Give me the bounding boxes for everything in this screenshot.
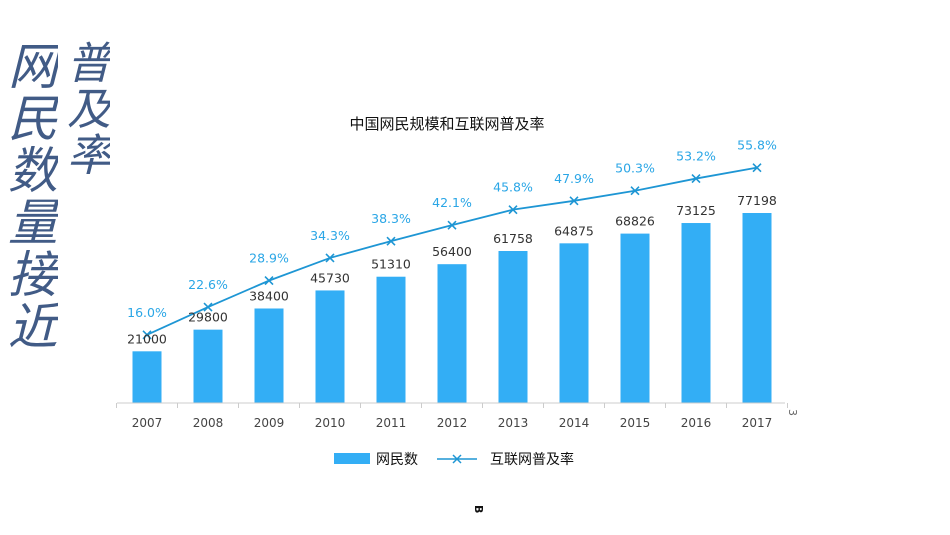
x-tick-label: 2013 <box>498 416 529 430</box>
line-marker <box>691 173 701 184</box>
line-marker <box>447 220 457 230</box>
bar-2014 <box>559 243 589 403</box>
bar-value-label: 77198 <box>737 193 777 208</box>
legend-label-bar: 网民数 <box>376 452 418 468</box>
bar-value-label: 29800 <box>188 310 228 325</box>
x-tick-label: 2008 <box>193 416 224 430</box>
x-tick-label: 2016 <box>681 416 712 430</box>
line-marker <box>325 253 335 263</box>
stray-mark-right: 3 <box>786 409 799 416</box>
stray-mark-bottom: B <box>472 505 485 513</box>
bar-2008 <box>193 329 223 403</box>
line-marker <box>203 302 213 312</box>
line-value-label: 16.0% <box>127 305 167 320</box>
line-marker <box>630 186 640 196</box>
bar-value-label: 73125 <box>676 203 716 218</box>
line-marker <box>752 163 762 173</box>
chart-title: 中国网民规模和互联网普及率 <box>349 115 544 133</box>
line-value-label: 47.9% <box>554 171 594 186</box>
bar-2013 <box>498 251 528 403</box>
overlay-text-1: 网民数量接近 <box>0 40 58 352</box>
line-value-label: 55.8% <box>737 138 777 153</box>
line-value-label: 28.9% <box>249 251 289 266</box>
x-tick-label: 2017 <box>742 416 773 430</box>
bar-2011 <box>376 276 406 403</box>
bar-value-label: 61758 <box>493 231 533 246</box>
x-tick-label: 2011 <box>376 416 407 430</box>
line-marker <box>508 205 518 215</box>
line-value-label: 42.1% <box>432 195 472 210</box>
line-value-label: 45.8% <box>493 180 533 195</box>
x-tick-label: 2012 <box>437 416 468 430</box>
x-tick-label: 2007 <box>132 416 163 430</box>
bar-2010 <box>315 290 345 403</box>
bar-value-label: 51310 <box>371 257 411 272</box>
x-tick-label: 2010 <box>315 416 346 430</box>
bar-2007 <box>132 351 162 403</box>
line-marker <box>142 330 152 340</box>
bar-2016 <box>681 223 711 403</box>
bar-value-label: 56400 <box>432 244 472 259</box>
legend-swatch-bar <box>334 453 370 464</box>
x-tick-label: 2015 <box>620 416 651 430</box>
bar-value-label: 64875 <box>554 223 594 238</box>
bar-2015 <box>620 233 650 403</box>
bar-2009 <box>254 308 284 403</box>
bar-value-label: 21000 <box>127 331 167 346</box>
line-marker <box>264 276 274 286</box>
bar-2017 <box>742 213 772 403</box>
line-value-label: 53.2% <box>676 149 716 164</box>
legend: 网民数 互联网普及率 <box>334 451 574 468</box>
bar-2012 <box>437 264 467 403</box>
line-value-label: 38.3% <box>371 211 411 226</box>
bar-value-label: 38400 <box>249 288 289 303</box>
x-tick-label: 2009 <box>254 416 285 430</box>
line-marker <box>569 196 579 206</box>
line-value-label: 22.6% <box>188 277 228 292</box>
line-marker <box>386 236 396 246</box>
legend-label-line: 互联网普及率 <box>490 451 574 468</box>
line-value-label: 50.3% <box>615 161 655 176</box>
bar-value-label: 68826 <box>615 214 655 229</box>
x-tick-label: 2014 <box>559 416 590 430</box>
legend-x-marker <box>452 454 462 464</box>
line-value-label: 34.3% <box>310 228 350 243</box>
bar-value-label: 45730 <box>310 270 350 285</box>
overlay-text-2: 普及率 <box>59 40 110 178</box>
